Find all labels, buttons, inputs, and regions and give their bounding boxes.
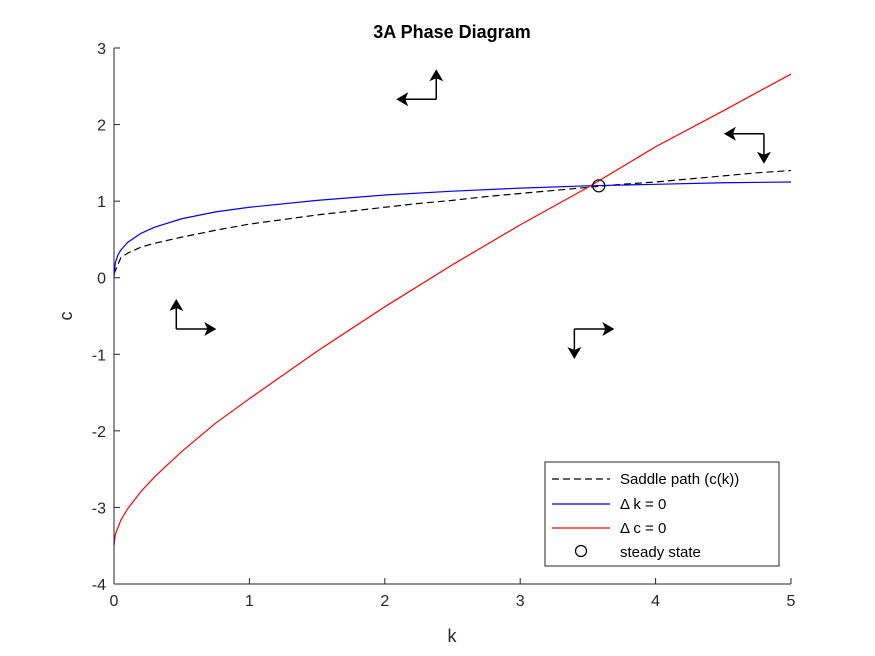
y-tick-label: 1 (97, 194, 106, 211)
saddle-path-line (114, 169, 791, 275)
chart-title: 3A Phase Diagram (373, 22, 530, 42)
direction-arrow-horizontal-head (204, 322, 217, 337)
x-tick-label: 3 (516, 593, 525, 610)
legend-delta-c-label: Δ c = 0 (620, 520, 666, 537)
legend-steady-state-marker (574, 544, 588, 558)
direction-arrow-horizontal-head (396, 92, 409, 107)
direction-arrow (723, 126, 771, 164)
legend-steady-state-label: steady state (620, 544, 701, 561)
direction-arrow-vertical-head (567, 347, 582, 360)
y-tick-label: 0 (97, 271, 106, 288)
legend-box (544, 461, 780, 567)
steady-state-marker (592, 179, 606, 193)
direction-arrow-vertical-head (756, 151, 771, 164)
y-tick-label: 2 (97, 118, 106, 135)
legend-delta-k-label: Δ k = 0 (620, 496, 666, 513)
x-tick-label: 4 (651, 593, 660, 610)
direction-arrow-vertical-head (429, 69, 444, 82)
x-tick-label: 5 (787, 593, 796, 610)
legend-saddle-path-label: Saddle path (c(k)) (620, 471, 739, 488)
y-tick-label: -3 (92, 500, 106, 517)
x-axis-label: k (448, 626, 458, 646)
direction-arrow (567, 322, 615, 360)
direction-arrow-vertical-head (169, 299, 184, 312)
direction-arrow-horizontal-head (602, 322, 615, 337)
x-tick-label: 1 (245, 593, 254, 610)
direction-arrow-horizontal-head (723, 126, 736, 141)
delta-c-zero-line (114, 73, 791, 546)
direction-arrow (396, 69, 444, 107)
y-axis-label: c (56, 312, 76, 321)
y-tick-label: -1 (92, 347, 106, 364)
y-tick-label: -4 (92, 577, 106, 594)
x-tick-label: 0 (110, 593, 119, 610)
x-tick-label: 2 (380, 593, 389, 610)
y-tick-label: 3 (97, 41, 106, 58)
legend: Saddle path (c(k)) Δ k = 0 Δ c = 0 stead… (544, 461, 780, 567)
y-tick-label: -2 (92, 424, 106, 441)
delta-k-zero-line (114, 181, 791, 278)
direction-arrow (169, 299, 217, 337)
